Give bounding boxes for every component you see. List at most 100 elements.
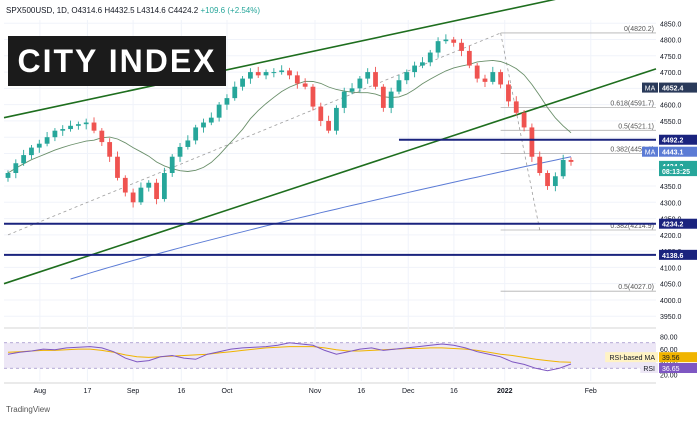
y-axis: 4850.04800.04750.04700.04650.04600.04550… [660,21,682,379]
time-tick-label: 2022 [497,388,513,395]
candle-body [107,142,113,157]
candle-body [326,120,331,131]
candle-body [279,70,285,73]
candle-body [427,52,433,63]
candle-body [60,129,66,131]
time-tick-label: 16 [357,388,365,395]
candle-body [451,39,457,43]
candle-body [5,173,11,178]
rsi-tick-label: 60.00 [660,347,678,354]
fib-level-label: 0.382(4214.9) [610,223,654,230]
price-tick-label: 4200.0 [660,233,682,240]
price-tag-box [659,249,697,260]
channel-lower-line [3,68,657,285]
ma-tag-label: MA [645,150,656,157]
high-value: H4432.5 [104,6,135,15]
candle-body [349,88,355,92]
price-tag-label: 4138.6 [662,253,684,260]
candle-body [138,187,144,203]
candle-body [310,86,316,107]
fib-level-label: 0.5(4521.1) [618,123,654,130]
candle-body [68,125,73,130]
rsi-value-label: 36.65 [662,366,680,373]
price-tag-label: 08:13:25 [662,169,690,176]
x-axis: Aug 17 Sep 16 Oct Nov 16 Dec 16 2022 Feb [34,388,597,395]
price-tick-label: 4850.0 [660,21,682,28]
tradingview-footer[interactable]: TradingView [6,405,50,414]
time-tick-label: Feb [585,388,597,395]
rsi-value-box [659,363,697,374]
candle-body [459,42,464,51]
symbol-header: SPX500USD, 1D, O4314.6 H4432.5 L4314.6 C… [6,6,260,15]
price-tag-label: 4443.1 [662,150,684,157]
rsi-ma-line [7,346,572,363]
rsi-band [4,342,656,369]
candle-body [44,137,50,144]
candle-body [99,130,105,143]
low-value: L4314.6 [136,6,166,15]
candle-body [334,107,339,131]
candle-body [52,130,58,138]
price-tick-label: 4300.0 [660,200,682,207]
candle-body [36,143,42,148]
candle-body [521,112,527,128]
candle-body [412,65,418,73]
candle-body [232,86,238,99]
time-tick-label: Sep [127,388,140,395]
candle-body [537,156,543,173]
rsi-overbought-oversold-band [4,342,656,369]
price-labels: RSI-based MA 39.56 RSI 36.65 MA 4652.4 4492.2 M… [605,82,697,374]
candle-body [420,62,425,66]
rsi-tick-label: 80.00 [660,334,678,341]
price-tick-label: 4750.0 [660,54,682,61]
price-tick-label: 4050.0 [660,282,682,289]
time-tick-label: 16 [450,388,458,395]
candle-body [21,155,27,164]
candles [5,34,574,208]
time-tick-label: Oct [222,388,233,395]
fib-level-label: 0.5(4027.0) [618,284,654,291]
channel-upper-line [3,0,556,119]
rsi-panel [7,342,572,372]
candle-body [552,176,558,187]
rsi-line [7,342,572,372]
candle-body [255,72,261,76]
close-value: C4424.2 [167,6,199,15]
candle-body [529,127,535,157]
candle-body [130,192,136,203]
price-tag-box [659,82,697,93]
candle-body [474,65,480,79]
price-tag-box [659,134,697,145]
candle-body [216,104,222,118]
candle-body [208,117,214,123]
time-tick-label: Aug [34,388,47,395]
price-tick-label: 4350.0 [660,184,682,191]
rsi-tick-label: 20.00 [660,373,678,380]
price-tick-label: 4000.0 [660,298,682,305]
candle-body [122,177,128,193]
fib-level-label: 0.618(4591.7) [610,100,654,107]
candle-body [146,182,152,188]
candle-body [404,72,410,81]
tradingview-label: TradingView [6,405,51,414]
candle-body [365,72,371,79]
price-tag-box [659,166,697,177]
candle-body [185,140,191,147]
candle-body [161,173,167,200]
candle-body [154,182,159,200]
price-tag-box [659,218,697,229]
price-tick-label: 4600.0 [660,103,682,110]
change-value: +109.6 (+2.54%) [200,6,261,15]
candle-body [13,163,19,173]
logo-text: CITY INDEX [17,43,217,79]
candle-body [271,72,277,74]
candle-body [341,91,347,108]
time-tick-label: Nov [309,388,322,395]
candle-body [435,41,441,53]
candle-body [513,101,519,113]
candle-body [388,91,394,108]
candle-body [506,84,511,102]
candle-body [396,80,402,92]
price-tick-label: 4550.0 [660,119,682,126]
candle-body [224,98,230,105]
